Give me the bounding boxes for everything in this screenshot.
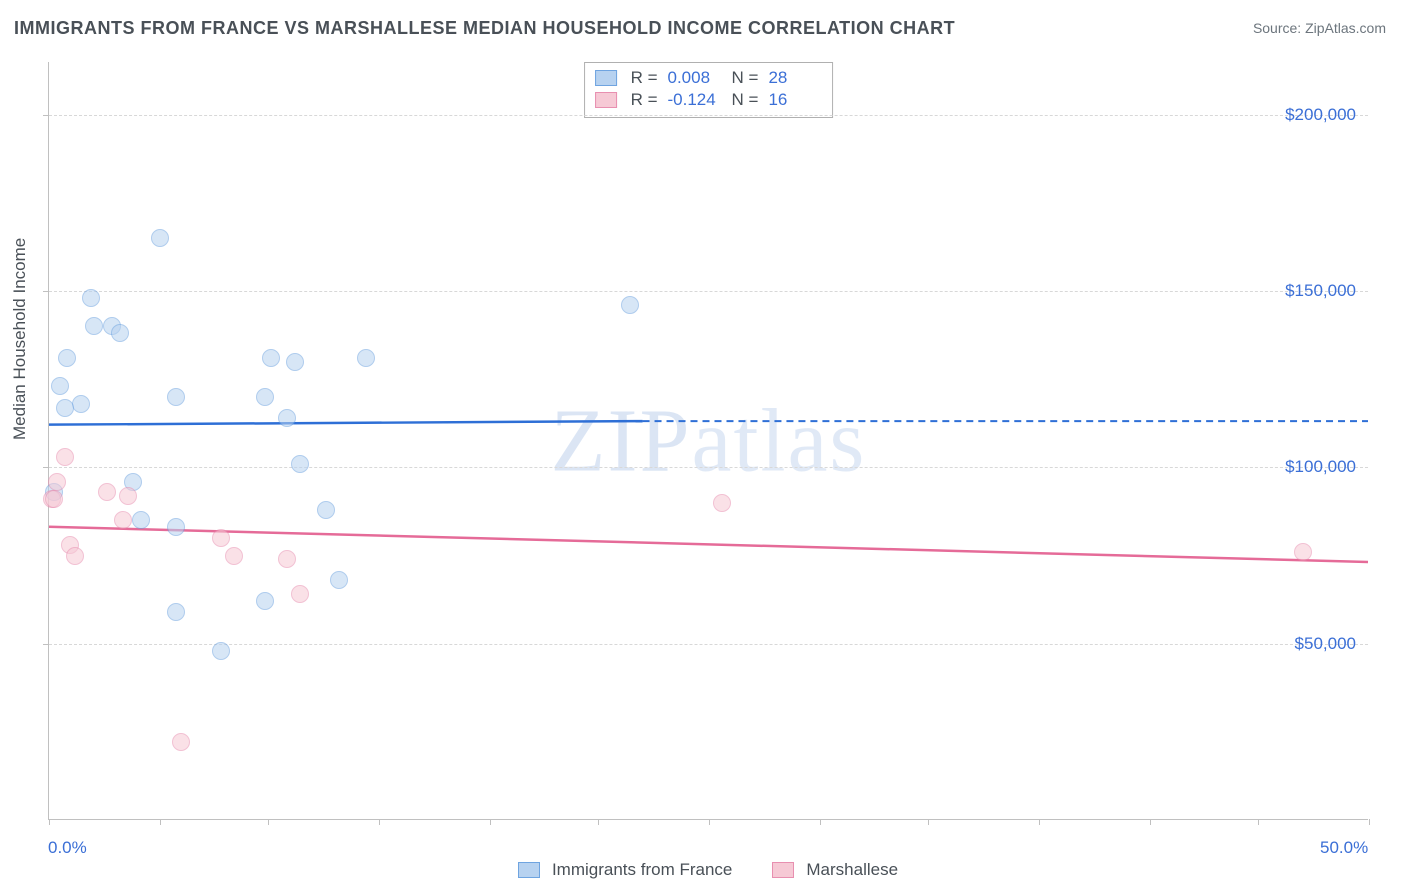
legend-item: Marshallese: [772, 860, 898, 880]
y-tick-label: $200,000: [1285, 105, 1356, 125]
scatter-point: [212, 642, 230, 660]
legend-stats: R = 0.008 N = 28 R = -0.124 N = 16: [584, 62, 834, 118]
legend-stat-row: R = 0.008 N = 28: [595, 67, 823, 89]
x-tick: [49, 819, 50, 825]
scatter-point: [167, 603, 185, 621]
x-tick: [160, 819, 161, 825]
source-label: Source: ZipAtlas.com: [1253, 20, 1386, 36]
x-tick: [1258, 819, 1259, 825]
x-tick: [490, 819, 491, 825]
y-tick-label: $150,000: [1285, 281, 1356, 301]
scatter-point: [48, 473, 66, 491]
scatter-point: [132, 511, 150, 529]
scatter-point: [1294, 543, 1312, 561]
scatter-point: [291, 455, 309, 473]
scatter-point: [278, 409, 296, 427]
legend-item: Immigrants from France: [518, 860, 732, 880]
chart-title: IMMIGRANTS FROM FRANCE VS MARSHALLESE ME…: [14, 18, 955, 39]
r-label: R =: [631, 67, 658, 89]
n-value: 16: [768, 89, 822, 111]
trend-lines: [49, 62, 1368, 819]
scatter-point: [56, 399, 74, 417]
plot-area: ZIPatlas R = 0.008N = 28R = -0.124N = 16…: [48, 62, 1368, 820]
gridline: [49, 115, 1368, 116]
source-prefix: Source:: [1253, 20, 1305, 36]
y-tick-label: $100,000: [1285, 457, 1356, 477]
legend-swatch: [772, 862, 794, 878]
scatter-point: [56, 448, 74, 466]
chart-container: IMMIGRANTS FROM FRANCE VS MARSHALLESE ME…: [0, 0, 1406, 892]
source-value: ZipAtlas.com: [1305, 20, 1386, 36]
scatter-point: [317, 501, 335, 519]
legend-swatch: [518, 862, 540, 878]
scatter-point: [713, 494, 731, 512]
legend-swatch: [595, 70, 617, 86]
x-axis-max-label: 50.0%: [1320, 838, 1368, 858]
scatter-point: [85, 317, 103, 335]
x-tick: [598, 819, 599, 825]
scatter-point: [172, 733, 190, 751]
x-tick: [820, 819, 821, 825]
x-tick: [709, 819, 710, 825]
scatter-point: [45, 490, 63, 508]
n-label: N =: [732, 89, 759, 111]
x-axis-min-label: 0.0%: [48, 838, 87, 858]
scatter-point: [66, 547, 84, 565]
x-tick: [1150, 819, 1151, 825]
x-tick: [928, 819, 929, 825]
scatter-point: [225, 547, 243, 565]
scatter-point: [151, 229, 169, 247]
legend-stat-row: R = -0.124 N = 16: [595, 89, 823, 111]
scatter-point: [51, 377, 69, 395]
y-axis-title: Median Household Income: [10, 238, 30, 440]
x-tick: [1039, 819, 1040, 825]
scatter-point: [621, 296, 639, 314]
legend-label: Marshallese: [806, 860, 898, 880]
scatter-point: [256, 592, 274, 610]
r-value: -0.124: [668, 89, 722, 111]
gridline: [49, 291, 1368, 292]
x-tick: [379, 819, 380, 825]
scatter-point: [119, 487, 137, 505]
r-label: R =: [631, 89, 658, 111]
scatter-point: [330, 571, 348, 589]
legend-swatch: [595, 92, 617, 108]
scatter-point: [72, 395, 90, 413]
gridline: [49, 644, 1368, 645]
scatter-point: [167, 518, 185, 536]
scatter-point: [114, 511, 132, 529]
x-tick: [1369, 819, 1370, 825]
scatter-point: [82, 289, 100, 307]
scatter-point: [278, 550, 296, 568]
scatter-point: [98, 483, 116, 501]
x-tick: [268, 819, 269, 825]
n-label: N =: [732, 67, 759, 89]
gridline: [49, 467, 1368, 468]
scatter-point: [111, 324, 129, 342]
scatter-point: [291, 585, 309, 603]
scatter-point: [286, 353, 304, 371]
scatter-point: [262, 349, 280, 367]
scatter-point: [167, 388, 185, 406]
n-value: 28: [768, 67, 822, 89]
scatter-point: [357, 349, 375, 367]
legend-series: Immigrants from France Marshallese: [48, 860, 1368, 880]
scatter-point: [58, 349, 76, 367]
scatter-point: [212, 529, 230, 547]
legend-label: Immigrants from France: [552, 860, 732, 880]
r-value: 0.008: [668, 67, 722, 89]
scatter-point: [256, 388, 274, 406]
y-tick-label: $50,000: [1295, 634, 1356, 654]
